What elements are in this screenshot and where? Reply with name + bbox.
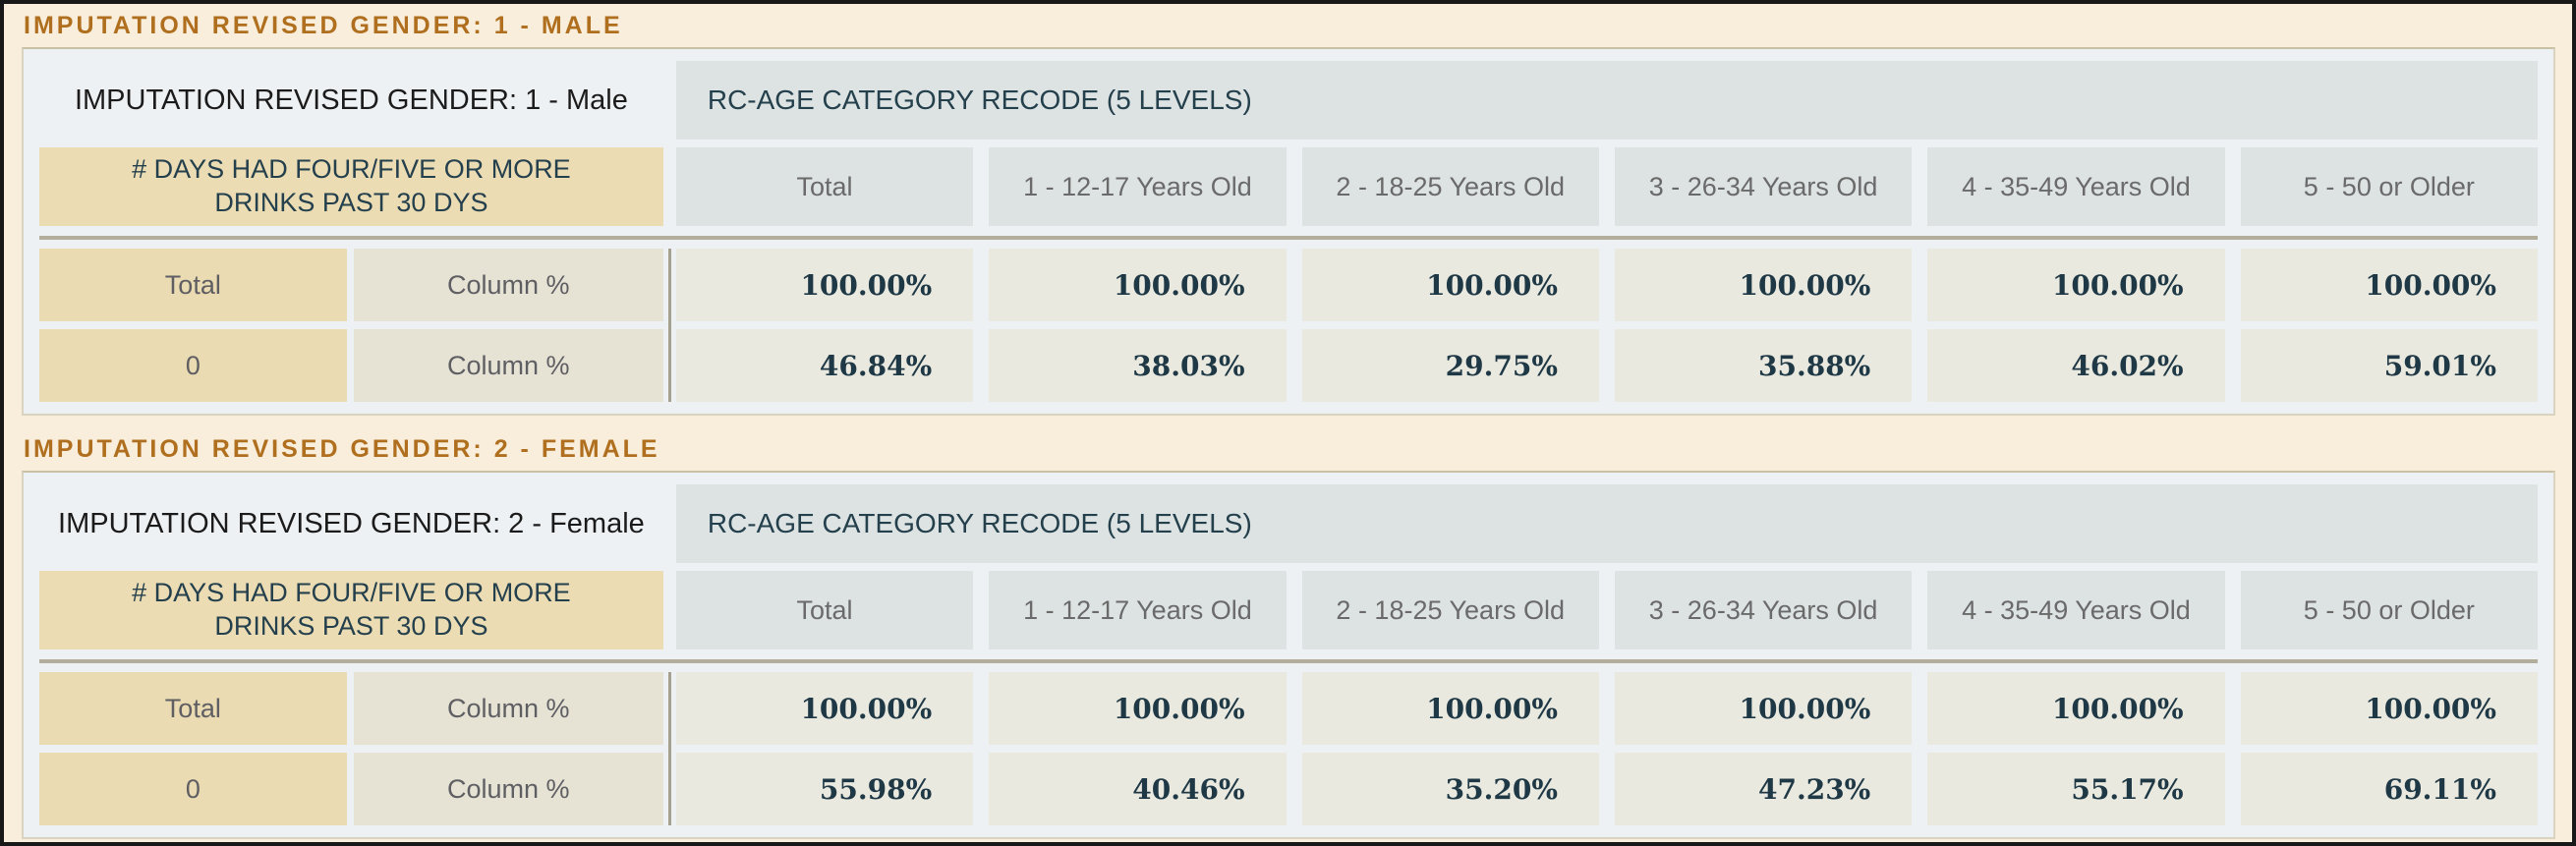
row-label: 0 [39,753,347,825]
value-cell: 55.98% [675,753,974,825]
section-title: IMPUTATION REVISED GENDER: 1 - MALE [24,12,623,39]
value-cell: 100.00% [1301,249,1599,321]
variable-header-row: IMPUTATION REVISED GENDER: 1 - Male RC-A… [39,61,2538,140]
value-cell: 35.20% [1301,753,1599,825]
statistic-label: Column % [353,753,663,825]
value-cell: 100.00% [1927,249,2225,321]
column-header-age-3: 3 - 26-34 Years Old [1614,571,1913,649]
value-cell: 59.01% [2240,329,2539,402]
row-label: Total [39,672,347,745]
value-cell: 100.00% [1614,672,1913,745]
table-row-zero: 0 Column % 46.84% 38.03% 29.75% 35.88% 4… [39,329,2539,402]
column-header-age-5: 5 - 50 or Older [2240,147,2539,226]
data-region: Total Column % 100.00% 100.00% 100.00% 1… [39,659,2539,825]
row-variable-label: IMPUTATION REVISED GENDER: 2 - Female [58,507,645,539]
variable-header-row: IMPUTATION REVISED GENDER: 2 - Female RC… [39,484,2538,563]
statistic-label: Column % [353,329,663,402]
header-separator-line [39,236,2538,240]
value-cell: 100.00% [675,672,974,745]
statistic-label: Column % [353,672,663,745]
column-header-age-5: 5 - 50 or Older [2240,571,2539,649]
value-cell: 100.00% [1301,672,1599,745]
section-title: IMPUTATION REVISED GENDER: 2 - FEMALE [24,435,660,463]
column-header-age-4: 4 - 35-49 Years Old [1927,571,2225,649]
value-cell: 100.00% [989,672,1287,745]
column-gap [663,147,676,226]
section-female: IMPUTATION REVISED GENDER: 2 - FEMALE IM… [22,435,2555,839]
row-label: 0 [39,329,347,402]
column-gap [663,249,676,321]
value-cell: 100.00% [989,249,1287,321]
column-header-age-4: 4 - 35-49 Years Old [1927,147,2225,226]
value-cell: 100.00% [1927,672,2225,745]
value-cell: 29.75% [1301,329,1599,402]
row-variable-label: IMPUTATION REVISED GENDER: 1 - Male [74,84,628,116]
column-variable-label: RC-AGE CATEGORY RECODE (5 LEVELS) [675,484,2538,563]
section-male: IMPUTATION REVISED GENDER: 1 - MALE IMPU… [22,12,2555,416]
value-cell: 69.11% [2240,753,2539,825]
data-region: Total Column % 100.00% 100.00% 100.00% 1… [39,236,2539,402]
column-header-total: Total [675,571,974,649]
value-cell: 100.00% [2240,672,2539,745]
value-cell: 35.88% [1614,329,1913,402]
column-gap [663,329,676,402]
value-cell: 46.02% [1927,329,2225,402]
column-header-age-3: 3 - 26-34 Years Old [1614,147,1913,226]
column-header-total: Total [675,147,974,226]
table-row-zero: 0 Column % 55.98% 40.46% 35.20% 47.23% 5… [39,753,2539,825]
header-separator-line [39,659,2538,663]
value-cell: 100.00% [2240,249,2539,321]
column-header-age-1: 1 - 12-17 Years Old [989,571,1287,649]
table-row-total: Total Column % 100.00% 100.00% 100.00% 1… [39,249,2539,321]
column-gap [663,61,676,140]
value-cell: 38.03% [989,329,1287,402]
column-header-age-1: 1 - 12-17 Years Old [989,147,1287,226]
value-cell: 100.00% [675,249,974,321]
column-variable-label: RC-AGE CATEGORY RECODE (5 LEVELS) [675,61,2538,140]
column-header-row: # DAYS HAD FOUR/FIVE OR MORE DRINKS PAST… [39,571,2539,649]
value-cell: 47.23% [1614,753,1913,825]
statistic-label: Column % [353,249,663,321]
column-gap [663,672,676,745]
row-dimension-label: # DAYS HAD FOUR/FIVE OR MORE DRINKS PAST… [39,147,663,226]
column-header-row: # DAYS HAD FOUR/FIVE OR MORE DRINKS PAST… [39,147,2539,226]
row-label: Total [39,249,347,321]
column-gap [663,753,676,825]
row-dimension-label: # DAYS HAD FOUR/FIVE OR MORE DRINKS PAST… [39,571,663,649]
value-cell: 55.17% [1927,753,2225,825]
column-header-age-2: 2 - 18-25 Years Old [1301,571,1599,649]
column-gap [663,571,676,649]
value-cell: 40.46% [989,753,1287,825]
column-header-age-2: 2 - 18-25 Years Old [1301,147,1599,226]
table-row-total: Total Column % 100.00% 100.00% 100.00% 1… [39,672,2539,745]
crosstab-table: IMPUTATION REVISED GENDER: 2 - Female RC… [22,471,2555,839]
value-cell: 46.84% [675,329,974,402]
column-gap [663,484,676,563]
crosstab-table: IMPUTATION REVISED GENDER: 1 - Male RC-A… [22,47,2555,416]
value-cell: 100.00% [1614,249,1913,321]
